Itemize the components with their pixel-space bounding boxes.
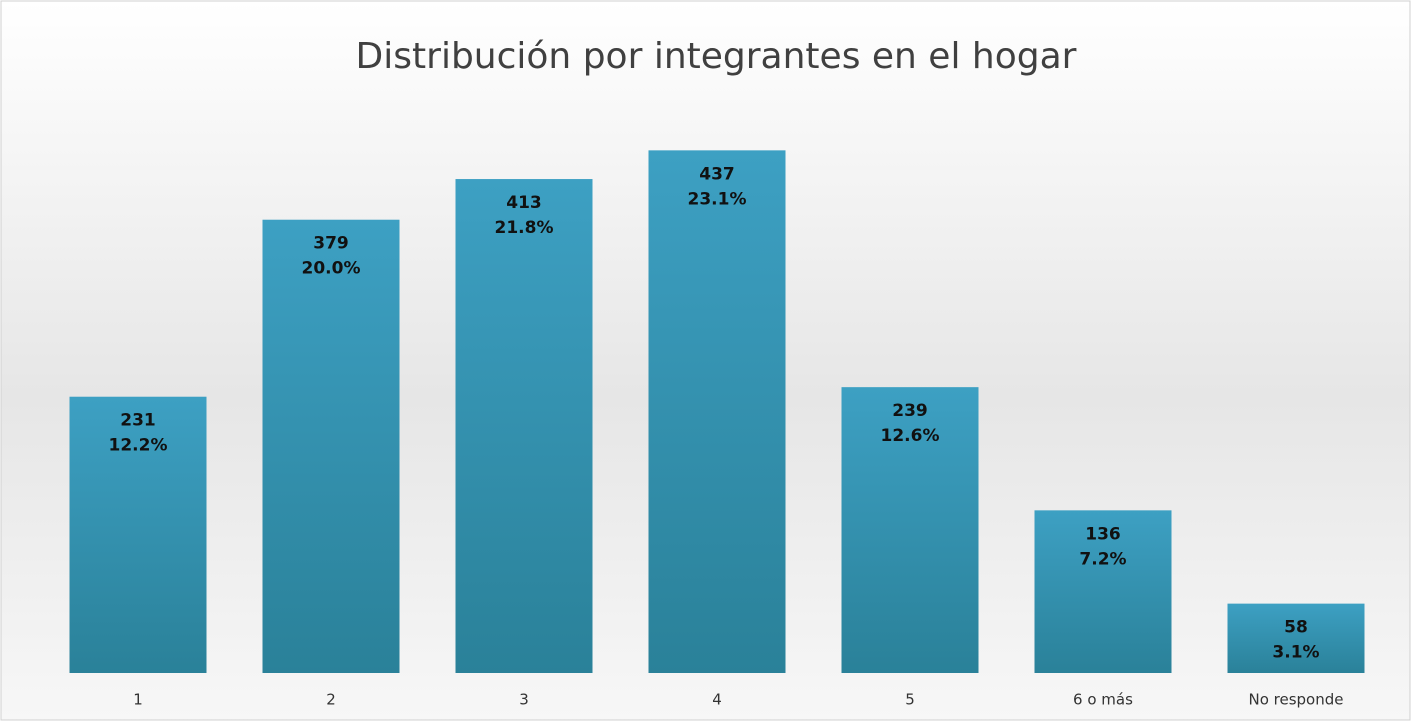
percent-label: 21.8%	[495, 218, 554, 238]
bar	[1034, 510, 1172, 673]
percent-label: 23.1%	[688, 189, 747, 209]
percent-label: 20.0%	[302, 259, 361, 279]
bar	[262, 219, 400, 673]
percent-label: 12.2%	[109, 436, 168, 456]
x-tick-label: 3	[519, 691, 529, 709]
data-label: 437	[699, 164, 735, 184]
x-tick-label: 6 o más	[1073, 691, 1133, 709]
x-tick-label: 2	[326, 691, 336, 709]
x-tick-label: No responde	[1248, 691, 1343, 709]
percent-label: 12.6%	[881, 426, 940, 446]
percent-label: 7.2%	[1079, 549, 1126, 569]
bar	[69, 396, 207, 673]
x-tick-label: 5	[905, 691, 915, 709]
chart-title: Distribución por integrantes en el hogar	[356, 36, 1077, 77]
data-label: 231	[120, 411, 156, 431]
bar	[648, 150, 786, 673]
data-label: 136	[1085, 524, 1121, 544]
bar	[841, 387, 979, 673]
bar	[1227, 603, 1365, 673]
data-label: 379	[313, 234, 349, 254]
x-tick-label: 4	[712, 691, 722, 709]
data-label: 413	[506, 193, 542, 213]
x-tick-label: 1	[133, 691, 143, 709]
data-label: 239	[892, 401, 928, 421]
percent-label: 3.1%	[1272, 643, 1319, 663]
bar	[455, 179, 593, 673]
data-label: 58	[1284, 618, 1308, 638]
